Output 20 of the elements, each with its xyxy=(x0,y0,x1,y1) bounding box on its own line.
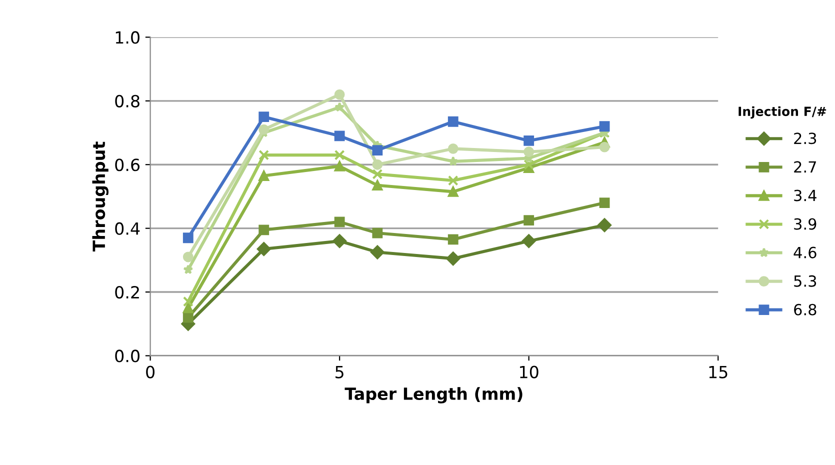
x-tick-label: 15 xyxy=(709,366,728,378)
legend-label: 2.3 xyxy=(794,132,816,144)
legend-label: 6.8 xyxy=(794,304,816,316)
x-tick-label: 10 xyxy=(520,366,538,378)
legend-label: 4.6 xyxy=(794,246,816,258)
legend-label: 5.3 xyxy=(794,275,816,287)
legend-label: 2.7 xyxy=(794,161,816,173)
y-tick-label: 1.0 xyxy=(116,31,140,44)
x-axis-title: Taper Length (mm) xyxy=(344,387,522,404)
y-axis-title: Throughput xyxy=(92,142,109,252)
legend-title: Injection F/# xyxy=(738,106,826,119)
x-tick-label: 0 xyxy=(146,366,154,378)
legend-label: 3.4 xyxy=(794,190,816,202)
y-tick-label: 0.6 xyxy=(115,158,140,172)
y-tick-label: 0.2 xyxy=(115,286,139,299)
y-tick-label: 0.8 xyxy=(115,94,140,108)
y-tick-label: 0.0 xyxy=(115,350,140,362)
y-tick-label: 0.4 xyxy=(115,222,140,235)
x-tick-label: 5 xyxy=(336,366,344,378)
legend-label: 3.9 xyxy=(794,218,816,230)
